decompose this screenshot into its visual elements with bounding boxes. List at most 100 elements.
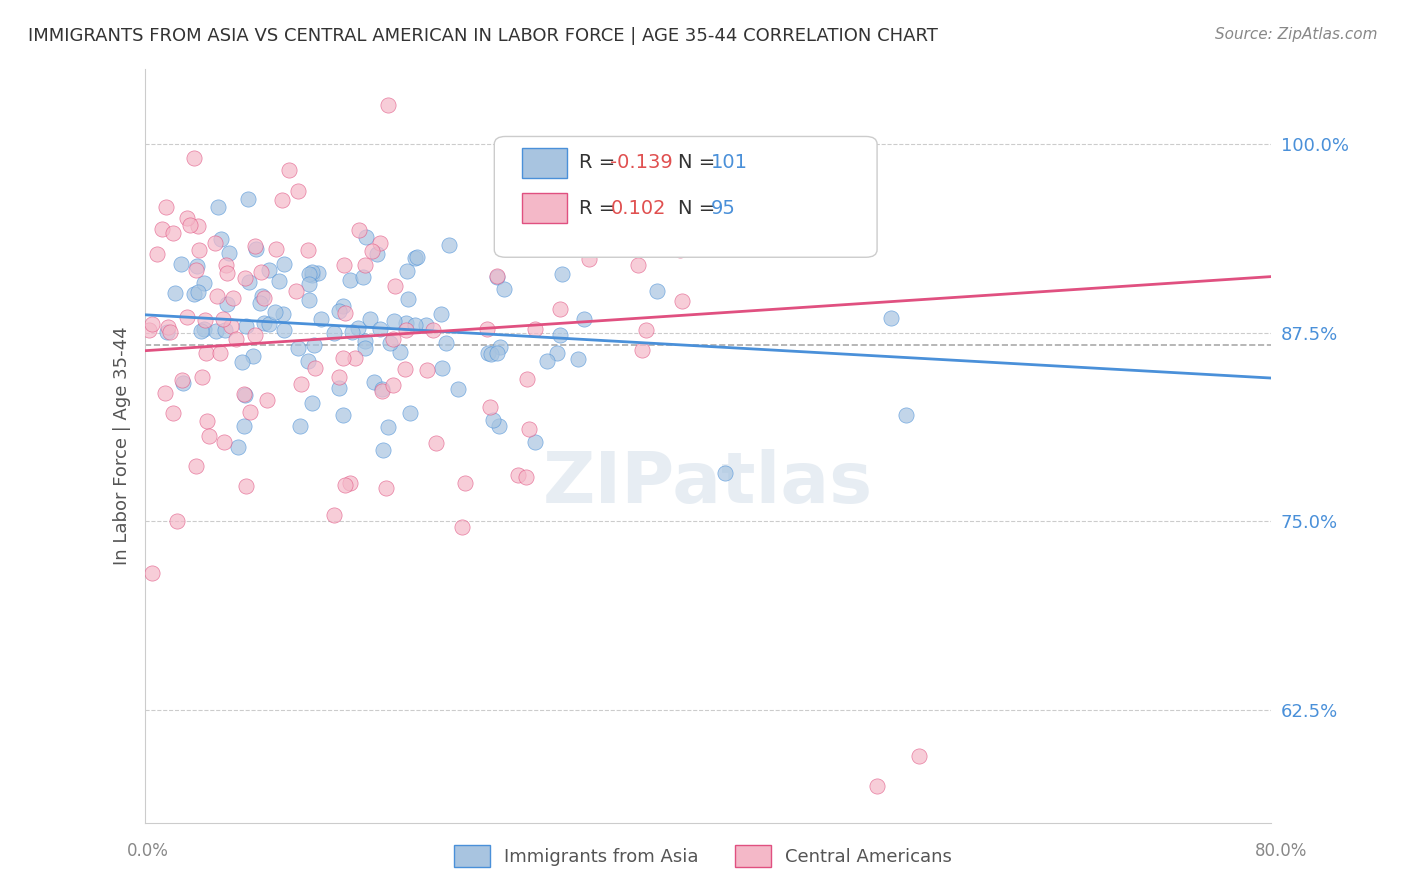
Point (307, 266, 329, 280)
Point (396, 292, 419, 306)
Point (866, 779, 889, 793)
Point (332, 258, 354, 272)
Point (352, 269, 374, 284)
Point (183, 151, 205, 165)
Point (714, 466, 737, 480)
Point (494, 282, 516, 296)
Point (239, 405, 262, 419)
Point (517, 422, 540, 436)
Point (214, 323, 236, 337)
Point (156, 325, 179, 339)
Point (218, 246, 240, 260)
Point (159, 325, 181, 339)
Point (363, 375, 385, 389)
Point (536, 354, 558, 368)
Point (225, 332, 247, 346)
Point (880, 311, 903, 326)
Point (647, 284, 669, 298)
Point (187, 243, 209, 257)
Point (183, 287, 205, 301)
Point (671, 294, 693, 309)
Point (287, 341, 309, 355)
Point (186, 259, 208, 273)
Point (382, 378, 405, 392)
Point (437, 238, 460, 252)
Point (235, 479, 257, 493)
Point (301, 265, 323, 279)
Point (353, 259, 375, 273)
Point (806, 220, 828, 235)
Point (141, 566, 163, 580)
Point (323, 326, 346, 341)
Point (323, 508, 346, 523)
Point (259, 318, 281, 332)
Point (221, 291, 243, 305)
Point (273, 257, 295, 271)
Point (217, 266, 239, 280)
Point (214, 435, 236, 450)
Point (578, 252, 600, 266)
Point (256, 392, 278, 407)
Point (302, 338, 325, 352)
Point (430, 307, 453, 321)
Point (209, 232, 232, 246)
Point (309, 312, 332, 326)
Point (332, 299, 354, 313)
Point (172, 376, 194, 391)
Point (215, 296, 238, 310)
Point (287, 184, 309, 198)
Point (150, 221, 173, 235)
Point (508, 468, 530, 483)
Point (252, 316, 274, 330)
Point (404, 318, 426, 333)
Point (249, 265, 271, 279)
Point (207, 200, 229, 214)
FancyBboxPatch shape (495, 136, 877, 257)
Point (339, 475, 361, 490)
Point (195, 414, 218, 428)
Point (488, 419, 510, 434)
Point (273, 307, 295, 321)
Point (249, 296, 271, 310)
Point (384, 279, 406, 293)
Text: Source: ZipAtlas.com: Source: ZipAtlas.com (1215, 27, 1378, 42)
Point (156, 319, 179, 334)
Point (361, 244, 384, 258)
Point (179, 218, 201, 232)
Point (285, 285, 308, 299)
Point (366, 247, 388, 261)
Point (567, 352, 589, 367)
Point (631, 343, 654, 357)
Point (479, 400, 502, 414)
Point (485, 270, 508, 285)
Text: 101: 101 (710, 153, 748, 172)
Point (382, 332, 405, 346)
Point (529, 167, 551, 181)
Point (212, 312, 235, 326)
Point (190, 370, 212, 384)
Point (479, 347, 502, 361)
Point (548, 301, 571, 316)
Point (304, 361, 326, 376)
Point (238, 275, 260, 289)
Point (273, 323, 295, 337)
Point (253, 291, 276, 305)
Point (489, 340, 512, 354)
Point (349, 222, 371, 236)
Point (208, 346, 231, 360)
Point (198, 428, 221, 442)
Point (184, 458, 207, 473)
Point (231, 355, 253, 369)
Point (627, 258, 650, 272)
Point (245, 243, 267, 257)
Point (733, 216, 755, 230)
Text: N =: N = (678, 153, 721, 172)
Legend: Immigrants from Asia, Central Americans: Immigrants from Asia, Central Americans (447, 838, 959, 874)
Point (163, 286, 186, 301)
Point (332, 408, 354, 422)
Point (162, 226, 184, 240)
Point (235, 318, 257, 333)
Point (374, 481, 396, 495)
Point (425, 436, 447, 450)
Point (394, 362, 416, 376)
